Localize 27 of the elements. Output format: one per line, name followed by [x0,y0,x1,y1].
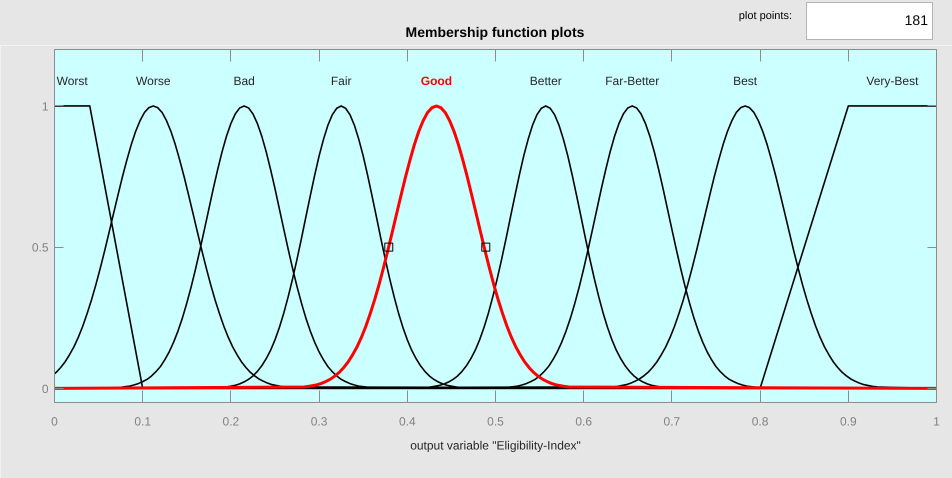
x-tick-label: 0.4 [398,414,416,428]
series-label: Good [420,74,452,88]
x-tick-label: 0.1 [134,414,152,428]
x-tick-label: 0.2 [222,414,240,428]
x-tick-label: 0.3 [310,414,328,428]
x-tick-label: 0.5 [487,414,504,428]
text: plot points: [738,10,792,23]
chart-title: Membership function plots [406,24,584,40]
x-tick-label: 1 [933,414,940,428]
series-label: Best [733,74,758,88]
series-label: Bad [233,74,255,88]
x-tick-label: 0.7 [664,414,681,428]
series-label: Fair [330,74,352,88]
series-label: Very-Best [866,74,920,88]
x-tick-label: 0.9 [840,414,857,428]
x-tick-label: 0.8 [752,414,769,428]
series-label: Better [530,74,562,88]
x-tick-label: 0 [51,414,58,428]
y-tick-label: 0 [42,382,49,396]
series-label: Worse [136,74,171,88]
series-label: Worst [56,74,88,88]
x-tick-label: 0.6 [575,414,592,428]
y-tick-label: 1 [42,99,49,114]
text: Far-Better [605,74,660,88]
y-tick-label: 0.5 [32,240,49,255]
x-axis-title: output variable "Eligibility-Index" [410,438,581,452]
text: 181 [904,12,928,28]
